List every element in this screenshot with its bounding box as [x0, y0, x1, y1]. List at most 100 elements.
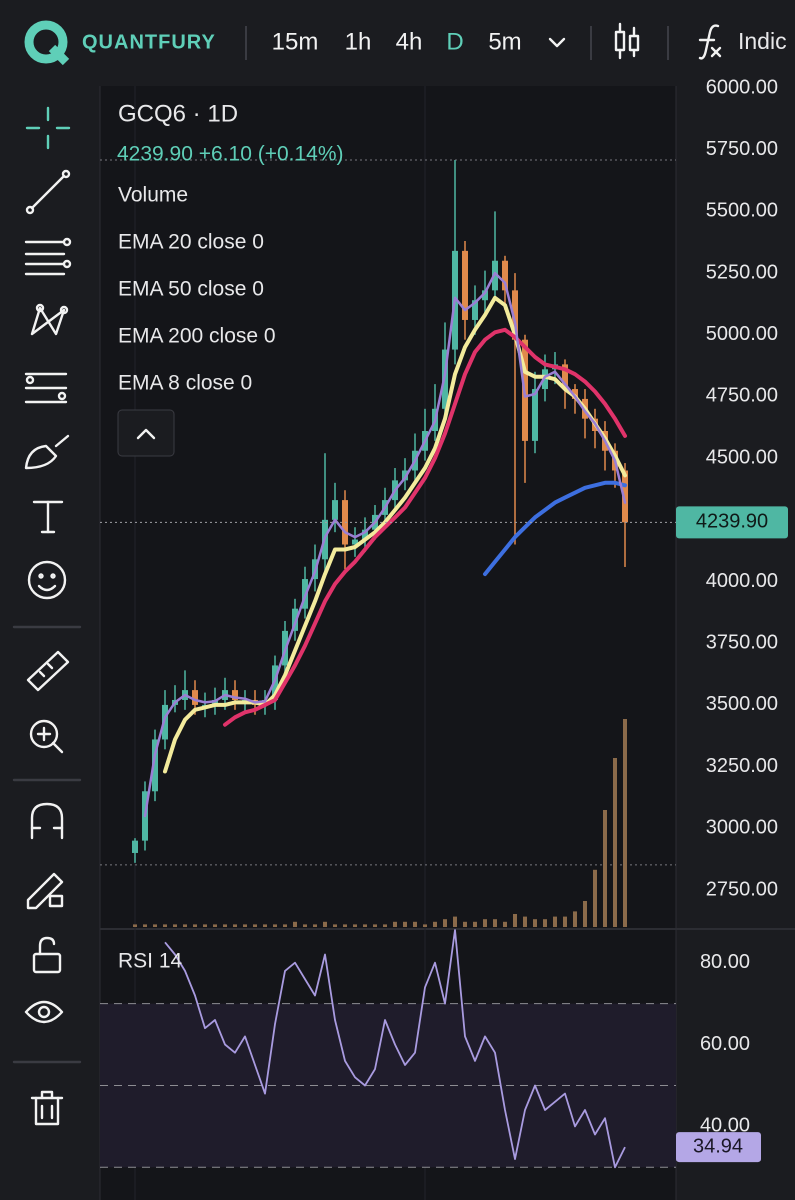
volume-bar — [343, 924, 347, 927]
candle-body — [512, 290, 518, 340]
brush-tool[interactable] — [24, 434, 70, 470]
candle-body — [152, 739, 158, 792]
price-tick-label: 5250.00 — [706, 261, 778, 283]
volume-bar — [213, 924, 217, 927]
lock-drawing-tool[interactable] — [26, 872, 64, 910]
candle-body — [162, 704, 168, 740]
volume-bar — [423, 924, 427, 927]
volume-bar — [483, 919, 487, 927]
volume-bar — [513, 914, 517, 927]
last-price-badge — [676, 506, 788, 539]
volume-bar — [263, 924, 267, 927]
button-frame — [117, 409, 175, 457]
interval-button[interactable]: D — [446, 28, 463, 55]
candle-body — [192, 690, 198, 705]
volume-bar — [323, 921, 327, 927]
volume-bar — [433, 921, 437, 927]
volume-bar — [523, 916, 527, 927]
candle-body — [622, 470, 628, 523]
pattern-tool[interactable] — [30, 303, 69, 336]
candle-body — [532, 389, 538, 441]
volume-bar — [583, 901, 587, 927]
candle-body — [562, 364, 568, 390]
volume-bar — [183, 924, 187, 927]
volume-bar — [243, 924, 247, 927]
candle-body — [132, 840, 138, 853]
projection-tool[interactable] — [24, 372, 68, 404]
last-price-label: 4239.90 — [696, 511, 768, 533]
candle-body — [362, 529, 368, 540]
volume-bar — [283, 924, 287, 927]
logo-tail — [48, 44, 70, 66]
price-tick-label: 4500.00 — [706, 446, 778, 468]
chevron-up — [136, 428, 156, 440]
magnet-tool[interactable] — [30, 802, 64, 840]
candle-body — [482, 290, 488, 301]
volume-bar — [383, 924, 387, 927]
volume-bar — [573, 911, 577, 927]
brand: QUANTFURY — [82, 31, 216, 53]
legend-item: EMA 20 close 0 — [118, 231, 264, 254]
volume-bar — [403, 921, 407, 927]
lock-tool[interactable] — [32, 936, 62, 974]
price-tick-label: 3750.00 — [706, 632, 778, 654]
volume-bar — [253, 924, 257, 927]
price-tick-label: 3500.00 — [706, 693, 778, 715]
volume-bar — [303, 924, 307, 927]
volume-bar — [563, 916, 567, 927]
price-tick-label: 6000.00 — [706, 76, 778, 98]
indicators-icon[interactable] — [698, 24, 722, 60]
volume-bar — [393, 921, 397, 927]
interval-button[interactable]: 5m — [488, 28, 521, 55]
volume-bar — [463, 921, 467, 927]
logo-ring — [24, 20, 68, 64]
interval-button[interactable]: 4h — [396, 28, 423, 55]
rsi-legend: RSI 14 — [118, 950, 183, 973]
text-tool[interactable] — [32, 500, 64, 534]
indicators-button[interactable]: Indic — [738, 28, 787, 54]
ema-line — [223, 327, 627, 727]
ema-line — [163, 295, 627, 774]
price-tick-label: 4000.00 — [706, 570, 778, 592]
trend-line-tool[interactable] — [25, 169, 71, 215]
rsi-tick-label: 60.00 — [700, 1033, 750, 1055]
legend-item: EMA 8 close 0 — [118, 372, 252, 395]
chart-type-button[interactable] — [614, 22, 640, 60]
volume-bar — [373, 924, 377, 927]
delete-tool[interactable] — [30, 1090, 64, 1126]
price-tick-label: 4750.00 — [706, 385, 778, 407]
logo[interactable] — [24, 20, 70, 66]
volume-bar — [363, 924, 367, 927]
zoom-tool[interactable] — [29, 719, 64, 754]
candle-body — [292, 608, 298, 631]
ruler-tool[interactable] — [26, 650, 70, 692]
price-tick-label: 3250.00 — [706, 755, 778, 777]
volume-bar — [553, 916, 557, 927]
volume-bar — [413, 921, 417, 927]
crosshair-tool[interactable] — [25, 106, 71, 150]
rsi-tick-label: 80.00 — [700, 951, 750, 973]
price-tick-label: 3000.00 — [706, 817, 778, 839]
visibility-tool[interactable] — [24, 1000, 64, 1024]
price-tick-label: 5000.00 — [706, 323, 778, 345]
interval-button[interactable]: 1h — [345, 28, 372, 55]
volume-bar — [613, 758, 617, 927]
volume-bar — [603, 810, 607, 927]
interval-dropdown[interactable] — [548, 37, 566, 48]
emoji-tool[interactable] — [27, 560, 67, 600]
candle-body — [462, 250, 468, 320]
legend-item: Volume — [118, 184, 188, 207]
interval-button[interactable]: 15m — [272, 28, 319, 55]
symbol-title: GCQ6 · 1D — [118, 100, 238, 127]
collapse-legend-button[interactable] — [117, 409, 175, 457]
candle-body — [472, 300, 478, 320]
candle-body — [352, 539, 358, 545]
volume-bar — [203, 924, 207, 927]
price-axis — [676, 86, 795, 1200]
rsi-line — [164, 929, 626, 1169]
volume-bar — [473, 921, 477, 927]
volume-bar — [493, 919, 497, 927]
volume-bar — [233, 924, 237, 927]
fib-tool[interactable] — [24, 237, 72, 276]
